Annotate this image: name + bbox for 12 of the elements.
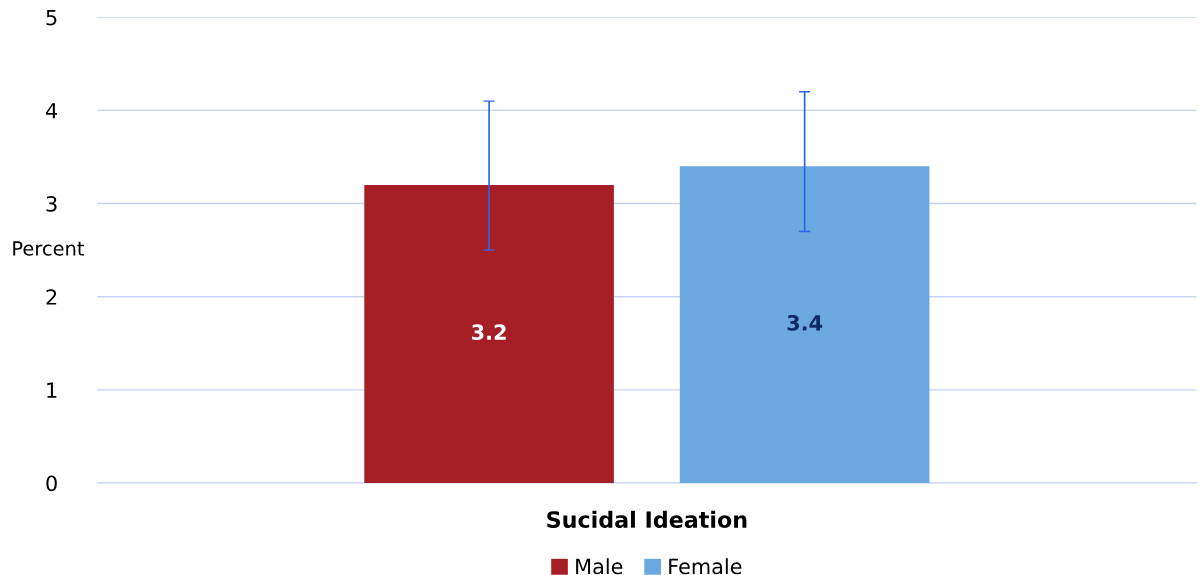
y-tick-label: 2 xyxy=(46,289,57,305)
data-label: 3.4 xyxy=(787,314,823,331)
y-tick-label: 0 xyxy=(46,475,57,492)
data-label: 3.2 xyxy=(472,324,506,340)
y-axis-title: Percent xyxy=(13,241,85,256)
x-tick-label: Sucidal Ideation xyxy=(547,510,747,528)
y-tick-label: 5 xyxy=(46,9,57,26)
legend-label: Female xyxy=(669,558,742,575)
y-tick-label: 4 xyxy=(45,103,58,119)
y-tick-label: 1 xyxy=(47,382,57,398)
legend-label: Male xyxy=(576,558,623,575)
y-tick-label: 3 xyxy=(46,196,57,212)
